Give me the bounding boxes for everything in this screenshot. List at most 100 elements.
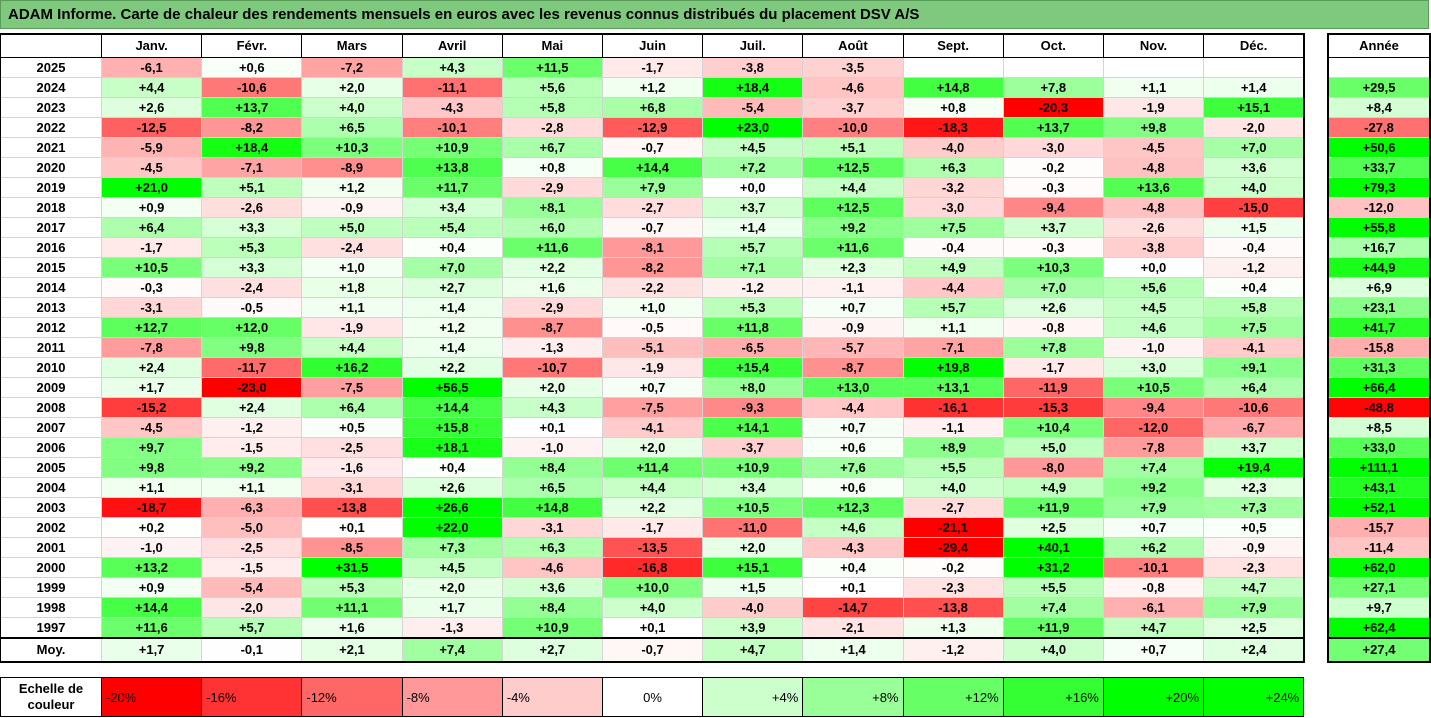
heatmap-cell: +12,5 [802, 197, 904, 218]
heatmap-cell: +5,1 [802, 137, 904, 158]
heatmap-cell: +4,6 [802, 517, 904, 538]
heatmap-cell: -2,5 [301, 437, 403, 458]
color-scale-swatch: -20% [100, 677, 203, 717]
heatmap-cell: +1,1 [902, 317, 1004, 338]
heatmap-cell: +0,4 [401, 237, 503, 258]
heatmap-cell: -18,3 [902, 117, 1004, 138]
heatmap-cell: +0,0 [1102, 257, 1205, 278]
year-row: 2022 -12,5 -8,2 +6,5 -10,1 -2,8 -12,9 +23,0 -10,… [0, 117, 1305, 138]
heatmap-cell: -1,9 [601, 357, 704, 378]
heatmap-cell: -4,6 [802, 77, 904, 98]
heatmap-cell: -3,1 [100, 297, 203, 318]
heatmap-cell: +7,9 [601, 177, 704, 198]
heatmap-cell: -7,1 [902, 337, 1004, 358]
heatmap-cell: +2,2 [501, 257, 603, 278]
heatmap-cell: +10,5 [1102, 377, 1205, 398]
heatmap-cell: -5,4 [702, 97, 804, 118]
annual-cell: +6,9 [1328, 277, 1430, 298]
annual-cell: +50,6 [1328, 137, 1430, 158]
heatmap-cell: +7,9 [1102, 497, 1205, 518]
heatmap-cell: +0,5 [1203, 517, 1305, 538]
heatmap-cell: +8,1 [501, 197, 603, 218]
heatmap-cell: -2,7 [902, 497, 1004, 518]
chart-title: ADAM Informe. Carte de chaleur des rende… [0, 0, 1429, 29]
annual-cell: -12,0 [1328, 197, 1430, 218]
heatmap-cell: +5,3 [301, 577, 403, 598]
heatmap-cell: +5,8 [501, 97, 603, 118]
year-label: 2006 [0, 437, 102, 458]
average-cell: +2,7 [501, 637, 603, 662]
heatmap-cell: -1,9 [1102, 97, 1205, 118]
heatmap-cell: +13,7 [1002, 117, 1104, 138]
heatmap-cell: +7,0 [401, 257, 503, 278]
color-scale-swatch: +8% [802, 677, 904, 717]
month-header: Mars [301, 34, 403, 58]
heatmap-cell: +9,1 [1203, 357, 1305, 378]
heatmap-cell: +6,7 [501, 137, 603, 158]
year-label: 2023 [0, 97, 102, 118]
heatmap-cell: +1,6 [301, 617, 403, 639]
heatmap-cell: +6,4 [1203, 377, 1305, 398]
heatmap-cell: -0,9 [802, 317, 904, 338]
color-scale-swatch: -8% [401, 677, 503, 717]
heatmap-cell: +1,4 [702, 217, 804, 238]
heatmap-cell: +3,9 [702, 617, 804, 639]
heatmap-cell: +7,8 [1002, 337, 1104, 358]
heatmap-cell: -9,3 [702, 397, 804, 418]
average-cell: +2,1 [301, 637, 403, 662]
color-scale-swatch: -12% [301, 677, 403, 717]
average-cell: -0,7 [601, 637, 704, 662]
heatmap-cell: +0,7 [601, 377, 704, 398]
heatmap-cell: -0,4 [902, 237, 1004, 258]
heatmap-cell: -5,4 [201, 577, 303, 598]
year-label: 2007 [0, 417, 102, 438]
heatmap-cell: -2,9 [501, 177, 603, 198]
color-scale-swatch: +24% [1203, 677, 1305, 717]
heatmap-cell: +4,0 [902, 477, 1004, 498]
heatmap-cell: -1,1 [902, 417, 1004, 438]
heatmap-cell: +14,4 [100, 597, 203, 618]
heatmap-cell: -9,4 [1102, 397, 1205, 418]
heatmap-cell: +3,3 [201, 217, 303, 238]
color-scale-swatch: +20% [1102, 677, 1205, 717]
average-cell: -1,2 [902, 637, 1004, 662]
year-row: 2002 +0,2 -5,0 +0,1 +22,0 -3,1 -1,7 -11,0 +4,6 -2… [0, 517, 1305, 538]
heatmap-cell: +10,3 [1002, 257, 1104, 278]
heatmap-cell: +40,1 [1002, 537, 1104, 558]
heatmap-cell: +7,0 [1002, 277, 1104, 298]
heatmap-cell: +4,6 [1102, 317, 1205, 338]
heatmap-cell: -11,9 [1002, 377, 1104, 398]
year-row: 2013 -3,1 -0,5 +1,1 +1,4 -2,9 +1,0 +5,3 +0,7 +5,7… [0, 297, 1305, 318]
heatmap-cell: +10,9 [401, 137, 503, 158]
heatmap-cell: +15,1 [1203, 97, 1305, 118]
heatmap-cell: +9,8 [1102, 117, 1205, 138]
heatmap-cell: +16,2 [301, 357, 403, 378]
color-scale-swatch: +12% [902, 677, 1004, 717]
heatmap-cell: -9,4 [1002, 197, 1104, 218]
heatmap-cell: +2,5 [1203, 617, 1305, 639]
month-header: Févr. [201, 34, 303, 58]
year-row: 2017 +6,4 +3,3 +5,0 +5,4 +6,0 -0,7 +1,4 +9,2 +7,5… [0, 217, 1305, 238]
year-row: 2016 -1,7 +5,3 -2,4 +0,4 +11,6 -8,1 +5,7 +11,6 -0… [0, 237, 1305, 258]
header-corner [0, 34, 102, 58]
heatmap-cell: +14,1 [702, 417, 804, 438]
heatmap-cell: -1,9 [301, 317, 403, 338]
year-row: 2025 -6,1 +0,6 -7,2 +4,3 +11,5 -1,7 -3,8 -3,5 [0, 57, 1305, 78]
average-cell: +7,4 [401, 637, 503, 662]
heatmap-cell: +15,1 [702, 557, 804, 578]
heatmap-cell: -2,0 [201, 597, 303, 618]
annual-header: Année [1328, 34, 1430, 58]
heatmap-cell: +1,4 [401, 337, 503, 358]
year-label: 2004 [0, 477, 102, 498]
heatmap-cell: -10,7 [501, 357, 603, 378]
heatmap-cell: +56,5 [401, 377, 503, 398]
heatmap-cell: +3,7 [1203, 437, 1305, 458]
heatmap-cell: -5,0 [201, 517, 303, 538]
annual-cell: -11,4 [1328, 537, 1430, 558]
heatmap-cell: +8,0 [702, 377, 804, 398]
annual-returns-column: Année +29,5 +8,4 -27,8 +50,6 +33,7 +79,3 -12,0… [1327, 33, 1431, 663]
heatmap-cell: +6,4 [301, 397, 403, 418]
heatmap-cell: +0,6 [201, 57, 303, 78]
color-scale-swatch: +16% [1002, 677, 1104, 717]
heatmap-cell: +5,8 [1203, 297, 1305, 318]
